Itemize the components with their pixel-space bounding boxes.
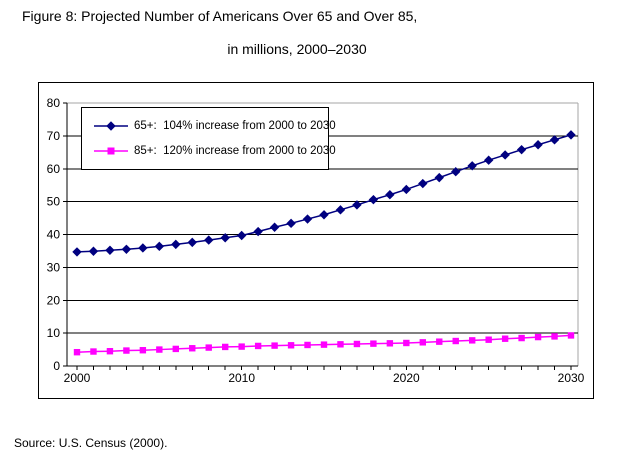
- diamond-marker: [121, 244, 132, 255]
- figure-title-line2: in millions, 2000–2030: [227, 41, 367, 57]
- square-marker: [123, 347, 130, 354]
- square-marker: [452, 337, 459, 345]
- square-marker: [107, 147, 115, 155]
- legend-label-65plus: 65+: 104% increase from 2000 to 2030: [134, 120, 336, 133]
- diamond-marker: [500, 150, 510, 160]
- axes: [63, 102, 578, 370]
- diamond-marker: [236, 230, 247, 241]
- y-tick-label: 50: [47, 195, 61, 209]
- square-marker: [90, 348, 97, 355]
- square-marker: [370, 340, 377, 347]
- diamond-marker: [187, 237, 197, 248]
- square-marker: [320, 341, 328, 348]
- square-marker: [551, 333, 558, 340]
- diamond-marker: [302, 214, 313, 224]
- square-marker: [73, 348, 81, 356]
- legend-line-square-icon: [94, 147, 128, 155]
- square-marker: [419, 339, 426, 346]
- diamond-marker: [566, 130, 576, 140]
- square-marker: [172, 345, 179, 353]
- square-marker: [189, 345, 196, 352]
- y-tick-label: 30: [47, 260, 61, 274]
- square-marker: [222, 343, 229, 351]
- diamond-marker: [368, 194, 379, 205]
- diamond-marker: [483, 155, 494, 165]
- legend-label-85plus: 85+: 120% increase from 2000 to 2030: [134, 144, 336, 157]
- square-marker: [353, 340, 361, 348]
- legend-line-diamond-icon: [94, 121, 128, 132]
- y-tick-label: 20: [47, 293, 61, 307]
- diamond-marker: [533, 140, 543, 150]
- y-tick-label: 70: [47, 129, 61, 143]
- square-marker: [436, 338, 443, 345]
- y-tick-label: 40: [47, 228, 61, 242]
- diamond-marker: [220, 233, 230, 243]
- diamond-marker: [253, 226, 263, 237]
- square-marker: [156, 346, 163, 353]
- square-marker: [254, 342, 262, 350]
- diamond-marker: [138, 243, 148, 253]
- diamond-marker: [434, 172, 444, 183]
- chart-area: 0 10 20 30 40 50 60 70 80 2000 2010 2020 2030 65+: 1…: [38, 82, 594, 399]
- diamond-marker: [516, 144, 527, 155]
- square-marker: [139, 347, 147, 354]
- diamond-marker: [269, 222, 280, 232]
- y-tick-label: 80: [47, 96, 61, 110]
- square-marker: [337, 341, 344, 348]
- square-marker: [534, 333, 542, 341]
- x-tick-label: 2010: [228, 371, 255, 385]
- diamond-marker: [72, 247, 82, 257]
- diamond-marker: [467, 161, 477, 171]
- diamond-marker: [171, 239, 181, 250]
- square-marker: [501, 335, 509, 342]
- square-marker: [271, 342, 278, 349]
- x-tick-label: 2000: [64, 371, 91, 385]
- diamond-marker: [154, 241, 165, 252]
- legend-entry-65plus: 65+: 104% increase from 2000 to 2030: [82, 120, 336, 132]
- diamond-marker: [385, 190, 395, 200]
- diamond-marker: [401, 184, 412, 195]
- diamond-marker: [335, 205, 346, 215]
- square-marker: [386, 340, 394, 347]
- source-note: Source: U.S. Census (2000).: [14, 436, 168, 450]
- legend-entry-85plus: 85+: 120% increase from 2000 to 2030: [82, 145, 336, 157]
- figure-title-line1: Figure 8: Projected Number of Americans …: [22, 8, 418, 24]
- square-marker: [205, 344, 212, 351]
- x-tick-label: 2030: [558, 371, 585, 385]
- diamond-marker: [105, 245, 115, 255]
- diamond-marker: [204, 235, 214, 245]
- square-marker: [304, 341, 311, 349]
- diamond-marker: [286, 218, 296, 229]
- square-marker: [238, 343, 245, 350]
- square-marker: [469, 337, 476, 344]
- x-tick-label: 2020: [393, 371, 420, 385]
- y-tick-label: 60: [47, 162, 61, 176]
- y-tick-label: 0: [53, 359, 60, 373]
- square-marker: [518, 334, 525, 342]
- diamond-marker: [88, 246, 99, 256]
- diamond-marker: [106, 121, 116, 132]
- diamond-marker: [319, 210, 329, 220]
- diamond-marker: [418, 178, 428, 189]
- diamond-marker: [352, 200, 362, 210]
- square-marker: [403, 339, 410, 347]
- chart-legend: 65+: 104% increase from 2000 to 2030 85+…: [81, 107, 336, 170]
- square-marker: [485, 336, 492, 343]
- diamond-marker: [451, 167, 461, 177]
- y-tick-label: 10: [47, 326, 61, 340]
- square-marker: [287, 342, 295, 349]
- series-85plus: [73, 332, 575, 356]
- series-65plus: [72, 130, 576, 257]
- square-marker: [106, 348, 114, 355]
- square-marker: [567, 332, 575, 339]
- diamond-marker: [549, 135, 560, 145]
